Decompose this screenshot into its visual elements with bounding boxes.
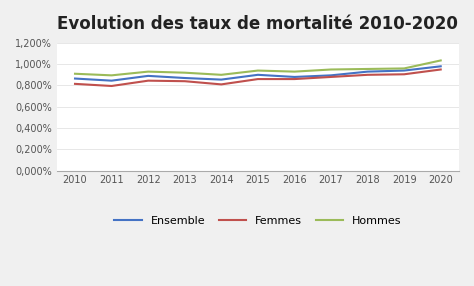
Title: Evolution des taux de mortalité 2010-2020: Evolution des taux de mortalité 2010-202… [57, 15, 458, 33]
Femmes [292, 77, 297, 81]
Ensemble [438, 65, 444, 68]
Hommes [401, 67, 407, 70]
Femmes [182, 80, 188, 83]
Ensemble [146, 74, 151, 78]
Femmes [255, 77, 261, 81]
Ensemble [401, 69, 407, 72]
Ensemble [219, 78, 224, 81]
Hommes [146, 70, 151, 73]
Hommes [72, 72, 78, 76]
Ensemble [255, 73, 261, 77]
Ensemble [328, 74, 334, 77]
Femmes [401, 73, 407, 76]
Line: Ensemble: Ensemble [75, 66, 441, 81]
Ensemble [72, 77, 78, 80]
Ensemble [365, 70, 370, 73]
Hommes [219, 73, 224, 77]
Hommes [365, 67, 370, 71]
Femmes [219, 83, 224, 86]
Ensemble [109, 79, 114, 82]
Hommes [438, 59, 444, 62]
Line: Femmes: Femmes [75, 69, 441, 86]
Hommes [182, 71, 188, 74]
Line: Hommes: Hommes [75, 60, 441, 75]
Ensemble [292, 75, 297, 79]
Hommes [328, 68, 334, 71]
Femmes [109, 84, 114, 88]
Hommes [255, 69, 261, 72]
Hommes [109, 74, 114, 77]
Femmes [72, 82, 78, 86]
Femmes [328, 75, 334, 79]
Femmes [438, 68, 444, 71]
Femmes [365, 73, 370, 77]
Hommes [292, 70, 297, 73]
Legend: Ensemble, Femmes, Hommes: Ensemble, Femmes, Hommes [109, 212, 406, 231]
Femmes [146, 79, 151, 82]
Ensemble [182, 76, 188, 80]
